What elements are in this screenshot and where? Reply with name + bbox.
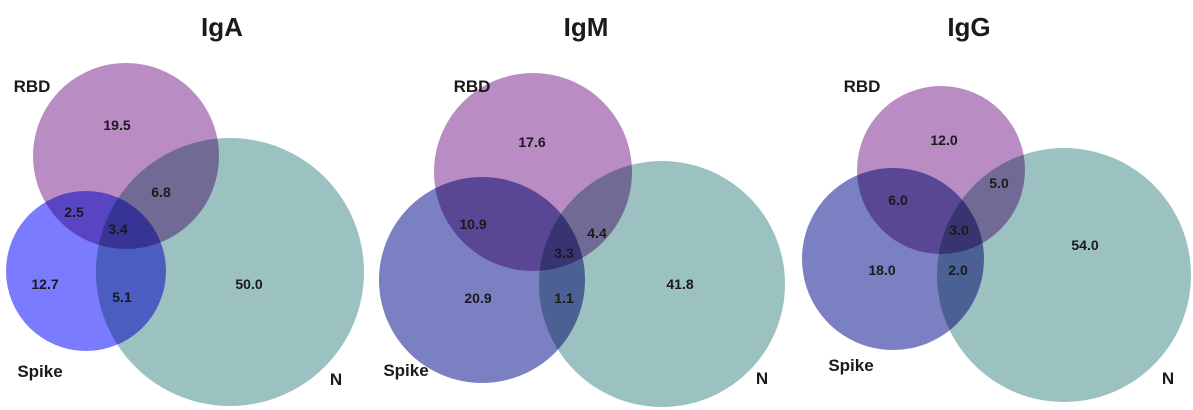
region-rbd-n: 4.4	[587, 225, 607, 241]
region-all: 3.0	[949, 222, 969, 238]
region-spike-n: 1.1	[554, 290, 574, 306]
region-n-only: 54.0	[1071, 237, 1098, 253]
region-rbd-spike: 2.5	[64, 204, 84, 220]
region-spike-n: 2.0	[948, 262, 968, 278]
n-circle	[937, 148, 1191, 402]
region-spike-only: 12.7	[31, 276, 58, 292]
set-label-spike: Spike	[383, 361, 428, 380]
region-spike-n: 5.1	[112, 289, 132, 305]
spike-circle	[379, 177, 585, 383]
venn-panel-igm: IgM RBD Spike N 17.6 10.9 4.4 3.3 20.9 1…	[379, 12, 785, 407]
set-label-spike: Spike	[828, 356, 873, 375]
n-circle	[96, 138, 364, 406]
region-rbd-n: 5.0	[989, 175, 1009, 191]
set-label-spike: Spike	[17, 362, 62, 381]
region-rbd-only: 12.0	[930, 132, 957, 148]
region-rbd-n: 6.8	[151, 184, 171, 200]
set-label-rbd: RBD	[844, 77, 881, 96]
region-spike-only: 20.9	[464, 290, 491, 306]
panel-title: IgG	[947, 12, 990, 42]
region-n-only: 50.0	[235, 276, 262, 292]
venn-panel-igg: IgG RBD Spike N 12.0 6.0 5.0 3.0 18.0 2.…	[802, 12, 1191, 402]
region-all: 3.4	[108, 221, 128, 237]
region-rbd-spike: 10.9	[459, 216, 486, 232]
region-rbd-only: 19.5	[103, 117, 130, 133]
set-label-n: N	[330, 370, 342, 389]
region-all: 3.3	[554, 245, 574, 261]
set-label-rbd: RBD	[454, 77, 491, 96]
region-rbd-only: 17.6	[518, 134, 545, 150]
panel-title: IgM	[564, 12, 609, 42]
venn-panel-iga: IgA RBD Spike N 19.5 2.5 6.8 3.4 12.7 5.…	[6, 12, 364, 406]
spike-circle	[802, 168, 984, 350]
n-circle	[539, 161, 785, 407]
set-label-n: N	[1162, 369, 1174, 388]
region-rbd-spike: 6.0	[888, 192, 908, 208]
set-label-rbd: RBD	[14, 77, 51, 96]
set-label-n: N	[756, 369, 768, 388]
panel-title: IgA	[201, 12, 243, 42]
region-n-only: 41.8	[666, 276, 693, 292]
region-spike-only: 18.0	[868, 262, 895, 278]
